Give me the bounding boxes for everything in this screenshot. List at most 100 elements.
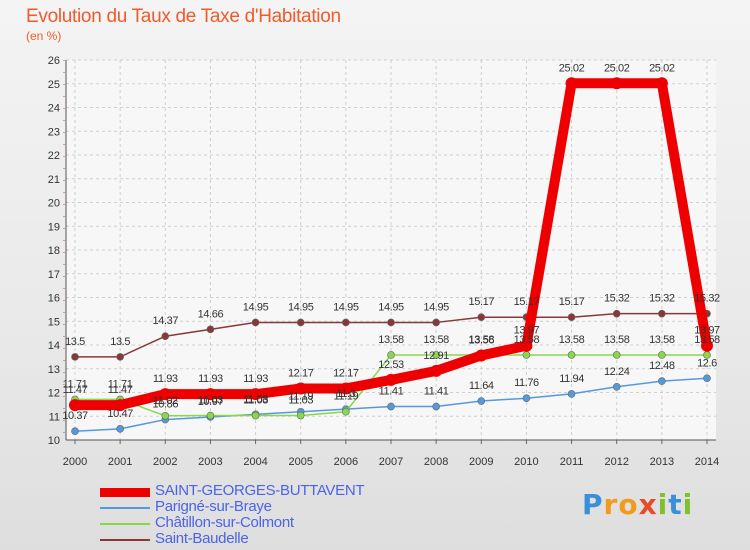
y-tick-label: 16 xyxy=(48,293,60,305)
legend-label: Saint-Baudelle xyxy=(155,530,249,547)
data-point xyxy=(567,390,576,398)
y-tick-label: 23 xyxy=(48,126,60,138)
data-point xyxy=(387,402,395,411)
data-label: 15.17 xyxy=(559,296,585,308)
x-tick-label: 2003 xyxy=(198,456,222,468)
legend-swatch xyxy=(100,523,150,525)
data-point xyxy=(342,407,350,416)
y-tick-label: 15 xyxy=(48,316,60,328)
data-label: 11.94 xyxy=(559,373,584,385)
data-point xyxy=(703,374,711,383)
data-label: 13.58 xyxy=(423,334,449,346)
data-point xyxy=(432,318,440,327)
data-label: 13.58 xyxy=(604,334,630,346)
data-label: 13.5 xyxy=(65,336,85,348)
data-label: 11.08 xyxy=(243,393,268,405)
data-label: 11.71 xyxy=(108,378,133,390)
data-label: 11.03 xyxy=(243,395,268,407)
data-point xyxy=(206,411,215,420)
series-layer xyxy=(69,77,713,436)
data-point xyxy=(567,313,576,322)
data-point xyxy=(612,351,621,359)
data-label: 15.32 xyxy=(649,293,675,305)
y-tick-label: 17 xyxy=(48,269,60,281)
y-tick-label: 10 xyxy=(48,435,60,447)
data-label: 11.71 xyxy=(63,378,88,390)
data-label: 15.32 xyxy=(604,293,630,305)
data-label: 11.02 xyxy=(153,395,178,407)
data-label: 13.56 xyxy=(469,334,495,346)
y-tick-label: 13 xyxy=(48,364,60,376)
y-tick-label: 26 xyxy=(48,55,60,67)
y-tick-label: 21 xyxy=(48,174,60,186)
y-tick-label: 11 xyxy=(49,411,60,423)
data-point xyxy=(296,411,305,420)
data-label: 10.97 xyxy=(198,396,224,408)
data-point xyxy=(565,77,578,90)
data-point xyxy=(116,353,124,361)
data-label-layer: 13.5 13.5 14.37 14.66 14.95 14.95 14.95 14.95 14… xyxy=(62,62,720,422)
x-tick-label: 2004 xyxy=(243,456,267,468)
axis-layer: 10 11 12 13 14 15 16 17 18 19 20 21 22 23 24 25 26 2000 20… xyxy=(48,55,719,468)
data-label: 15.17 xyxy=(514,296,540,308)
data-point xyxy=(610,77,623,90)
y-tick-label: 25 xyxy=(48,79,60,91)
data-point xyxy=(430,364,443,377)
y-tick-label: 19 xyxy=(48,221,60,233)
data-label: 11.19 xyxy=(333,391,358,403)
data-label: 12.17 xyxy=(333,367,359,379)
data-point xyxy=(477,313,486,322)
data-point xyxy=(522,394,531,403)
x-tick-label: 2012 xyxy=(604,456,628,468)
data-point xyxy=(71,427,79,436)
data-point xyxy=(296,318,305,327)
x-tick-label: 2006 xyxy=(334,456,358,468)
data-label: 14.95 xyxy=(378,301,404,313)
data-point xyxy=(567,351,576,359)
x-tick-label: 2007 xyxy=(379,456,403,468)
data-point xyxy=(658,351,666,359)
chart-title: Evolution du Taux de Taxe d'Habitation xyxy=(26,6,341,27)
data-label: 14.95 xyxy=(243,301,269,313)
data-label: 13.58 xyxy=(649,334,675,346)
data-label: 10.47 xyxy=(107,408,133,420)
labels-3: 13.5 13.5 14.37 14.66 14.95 14.95 14.95 14.95 14… xyxy=(65,293,720,348)
data-label: 11.03 xyxy=(288,395,313,407)
x-tick-label: 2005 xyxy=(288,456,312,468)
data-point xyxy=(612,382,621,391)
x-tick-label: 2013 xyxy=(650,456,674,468)
data-point xyxy=(432,402,440,411)
y-tick-label: 14 xyxy=(48,340,60,352)
data-point xyxy=(612,309,621,318)
y-tick-label: 20 xyxy=(48,198,60,210)
data-point xyxy=(522,351,531,359)
data-label: 12.24 xyxy=(604,366,630,378)
data-label: 13.58 xyxy=(469,334,495,346)
data-label: 11.47 xyxy=(63,384,88,396)
y-tick-label: 18 xyxy=(48,245,60,257)
data-label: 12.91 xyxy=(423,350,449,362)
data-point xyxy=(159,388,172,401)
data-label: 14.95 xyxy=(288,301,314,313)
data-point xyxy=(477,397,486,405)
data-label: 14.66 xyxy=(198,308,224,320)
data-label: 14.95 xyxy=(423,301,449,313)
data-label: 10.86 xyxy=(153,399,179,411)
y-tick-label: 12 xyxy=(48,388,60,400)
data-label: 13.58 xyxy=(378,334,404,346)
data-label: 12.17 xyxy=(288,367,314,379)
legend-label: SAINT-GEORGES-BUTTAVENT xyxy=(155,482,365,499)
data-label: 11.76 xyxy=(514,377,539,389)
data-point xyxy=(658,377,666,385)
data-label: 14.95 xyxy=(333,301,359,313)
data-label: 15.17 xyxy=(469,296,495,308)
data-label: 11.41 xyxy=(379,386,404,398)
series-0 xyxy=(69,77,713,412)
data-label: 25.02 xyxy=(649,62,675,74)
data-label: 14.37 xyxy=(153,315,179,327)
data-point xyxy=(251,411,260,420)
data-point xyxy=(520,339,533,352)
data-point xyxy=(161,332,170,341)
